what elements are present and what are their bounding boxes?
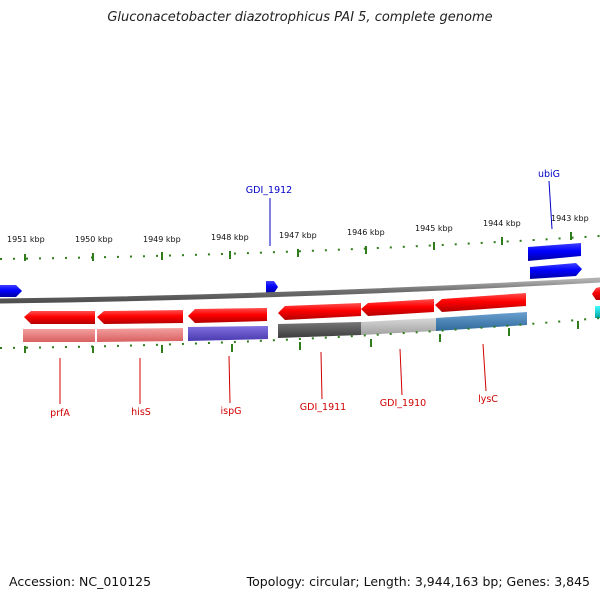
gene-label-GDI_1912: GDI_1912 [246, 185, 292, 196]
gene-arrow-forward[interactable] [266, 281, 278, 293]
gene-label-hisS: hisS [131, 407, 151, 418]
upper-tick-ring [0, 235, 600, 260]
scale-label: 1948 kbp [211, 233, 249, 242]
cog-segment-ispG [188, 326, 268, 341]
cog-band [23, 306, 600, 342]
gene-arrow-prfA[interactable] [24, 311, 95, 324]
genome-summary: Topology: circular; Length: 3,944,163 bp… [246, 574, 590, 589]
accession-label: Accession: NC_010125 [9, 574, 152, 589]
top-gene-labels: GDI_1912 ubiG [246, 169, 560, 196]
scale-label: 1943 kbp [551, 214, 589, 223]
scale-label: 1945 kbp [415, 224, 453, 233]
genome-backbone [0, 277, 600, 304]
scale-label: 1951 kbp [7, 235, 45, 244]
cog-segment-cyan [595, 306, 600, 318]
scale-label: 1949 kbp [143, 235, 181, 244]
lower-tick-ring [0, 317, 600, 349]
upper-major-ticks [24, 232, 572, 261]
bottom-label-leaders [59, 343, 487, 404]
cog-segment-GDI_1910 [361, 318, 436, 335]
gene-label-ubiG: ubiG [538, 169, 560, 180]
scale-label: 1946 kbp [347, 228, 385, 237]
gene-arrow-ispG[interactable] [188, 308, 267, 323]
top-label-leaders [269, 180, 553, 246]
gene-arrow-GDI_1910[interactable] [361, 299, 434, 316]
gene-label-lysC: lysC [478, 394, 498, 405]
gene-arrow-hisS[interactable] [97, 310, 183, 324]
genome-title: Gluconacetobacter diazotrophicus PAI 5, … [107, 10, 493, 25]
scale-label: 1947 kbp [279, 231, 317, 240]
gene-arrow-forward[interactable] [530, 263, 582, 279]
gene-arrow-ubiG[interactable] [528, 243, 581, 261]
bottom-gene-labels: prfA hisS ispG GDI_1911 GDI_1910 lysC [50, 394, 498, 419]
scale-label: 1950 kbp [75, 235, 113, 244]
gene-label-prfA: prfA [50, 408, 70, 419]
forward-strand-genes [0, 243, 600, 300]
scale-labels: 1951 kbp 1950 kbp 1949 kbp 1948 kbp 1947… [7, 214, 589, 244]
lower-major-ticks [24, 321, 579, 353]
cog-segment-hisS [97, 328, 183, 342]
cog-segment-lysC [436, 312, 527, 331]
gene-label-ispG: ispG [221, 406, 242, 417]
gene-label-GDI_1911: GDI_1911 [300, 402, 346, 413]
gene-arrow-GDI_1911[interactable] [278, 303, 361, 320]
gene-arrow-reverse[interactable] [592, 287, 600, 300]
gene-label-GDI_1910: GDI_1910 [380, 398, 426, 409]
reverse-strand-genes [24, 293, 526, 324]
cog-segment-GDI_1911 [278, 322, 361, 338]
gene-arrow-forward[interactable] [0, 285, 22, 297]
gene-arrow-lysC[interactable] [435, 293, 526, 312]
scale-label: 1944 kbp [483, 219, 521, 228]
cog-segment-prfA [23, 329, 95, 342]
